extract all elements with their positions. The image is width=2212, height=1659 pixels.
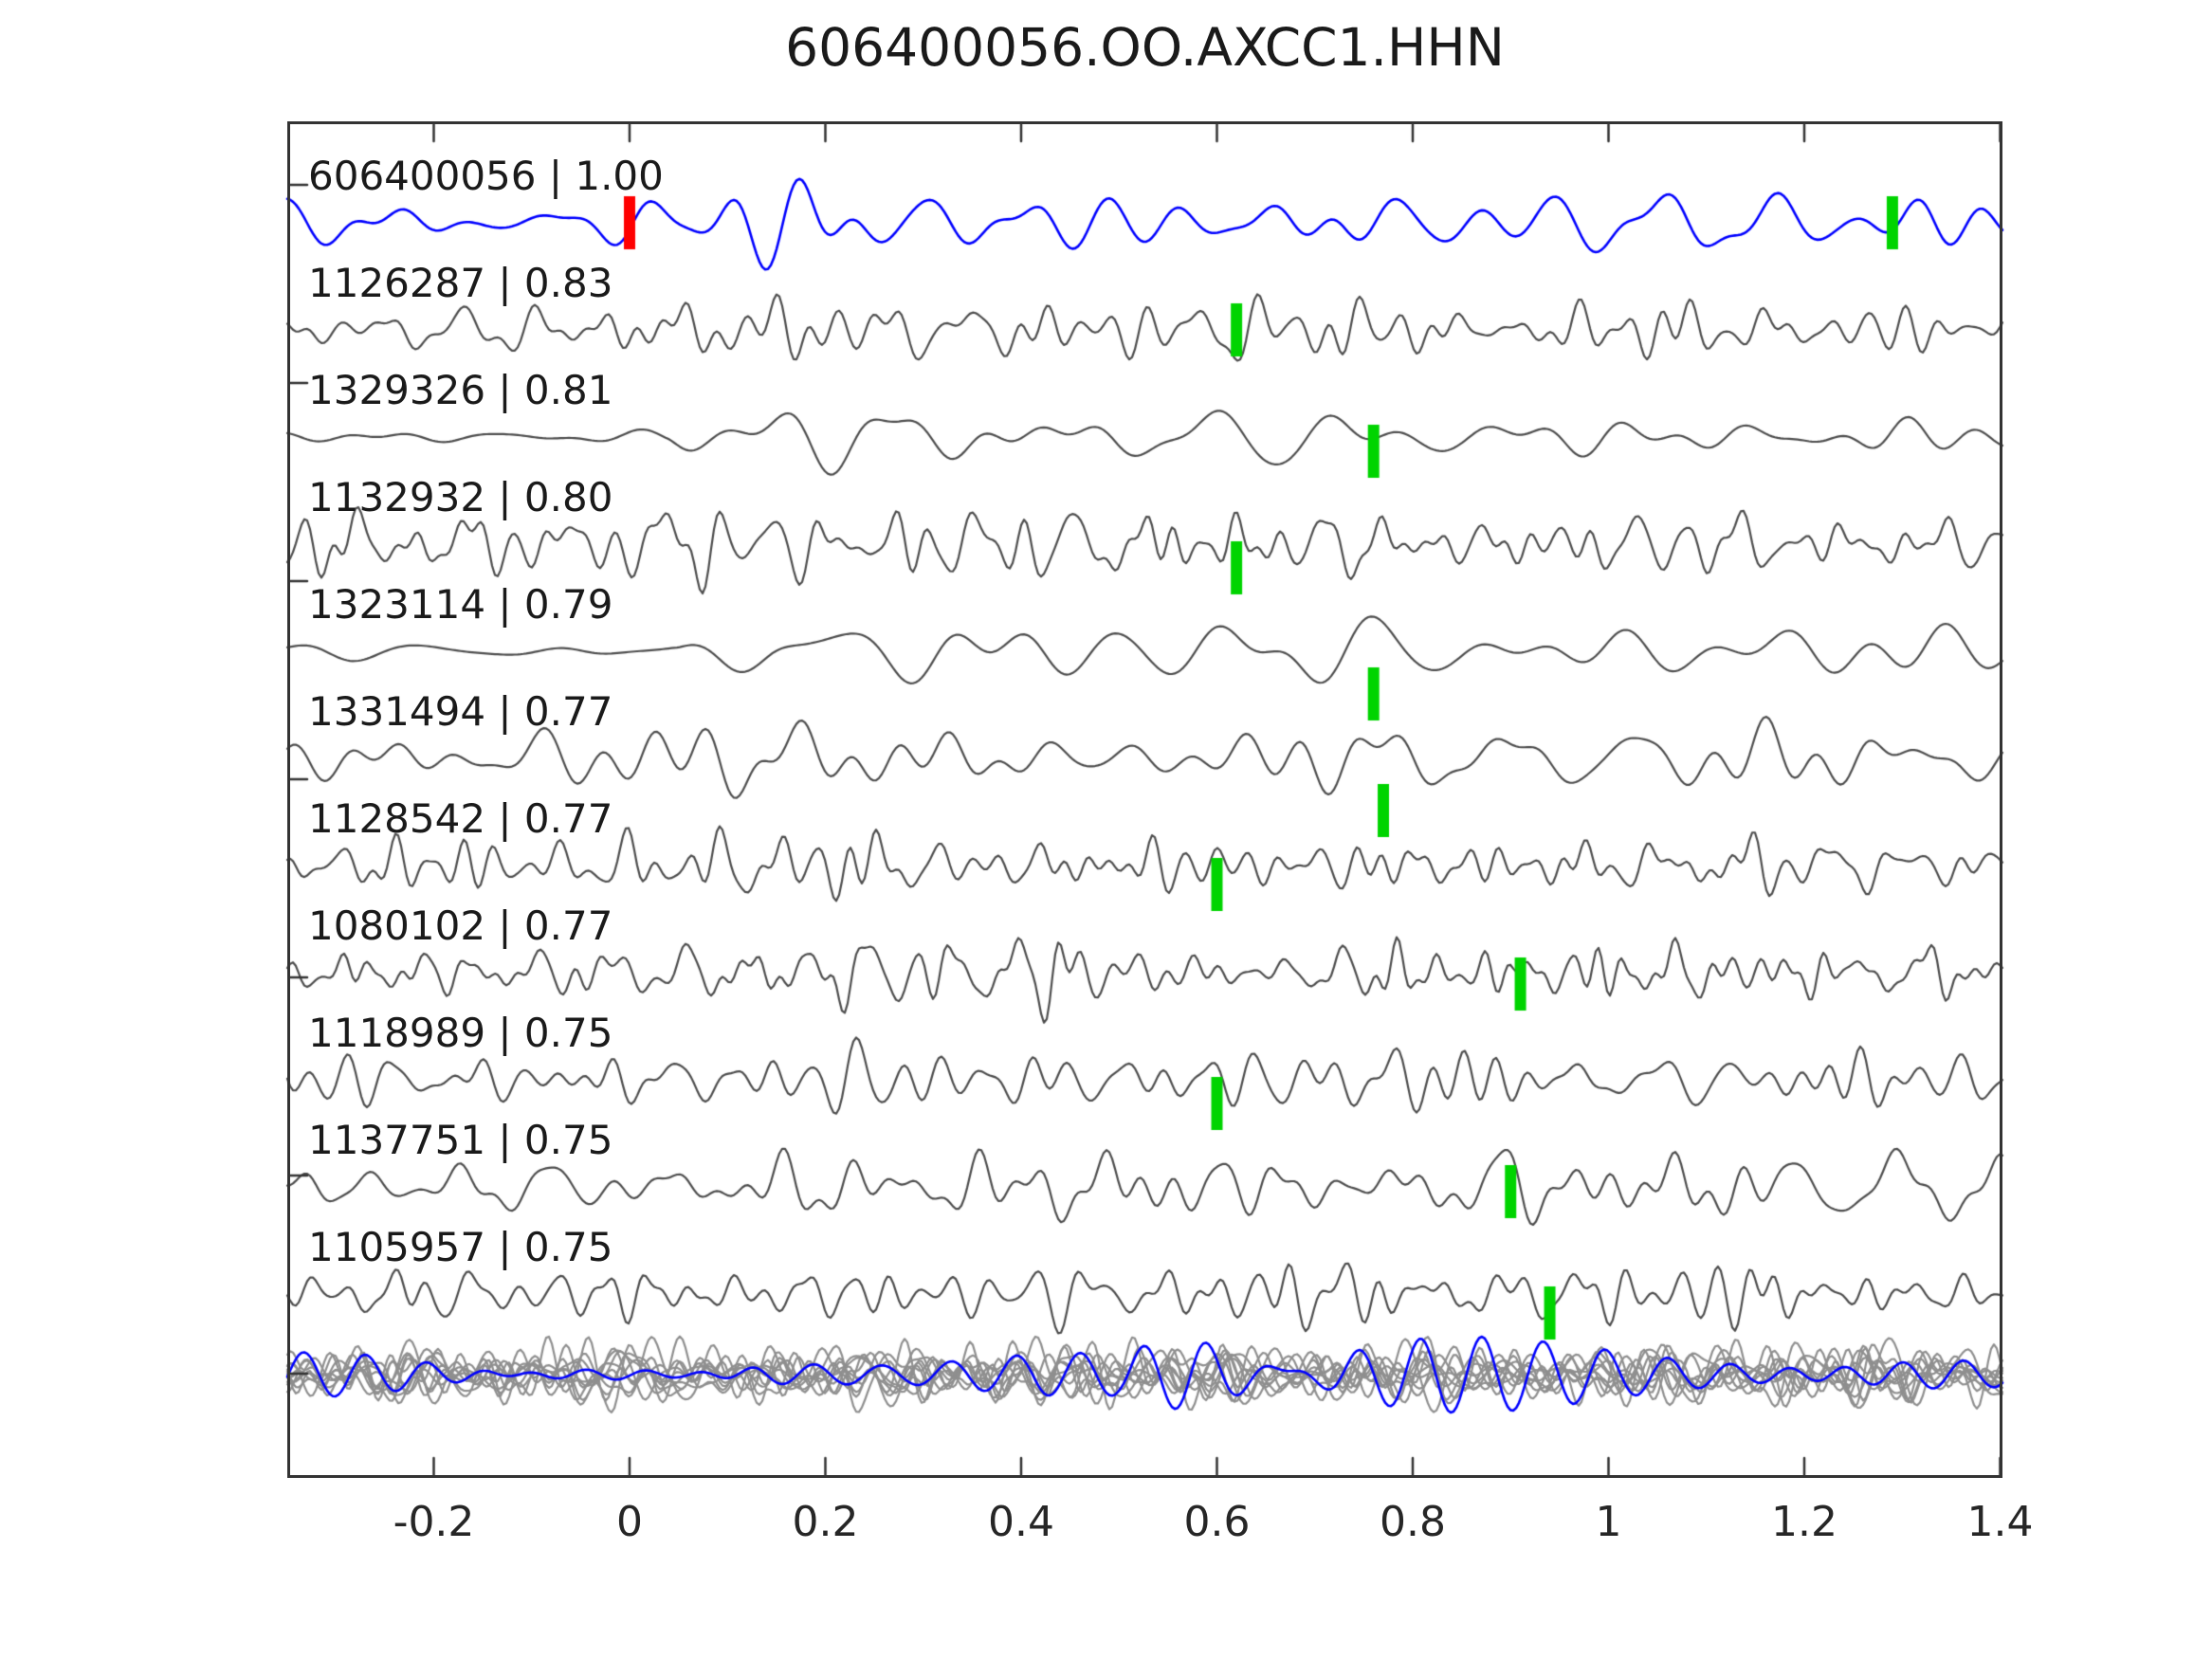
trace-label: 1137751 | 0.75 (308, 1117, 613, 1163)
trace-label: 1323114 | 0.79 (308, 581, 613, 628)
x-tick-label: 1 (1595, 1498, 1622, 1546)
x-tick-label: 1.2 (1771, 1498, 1837, 1546)
trace-label: 1105957 | 0.75 (308, 1224, 613, 1270)
trace-label: 1126287 | 0.83 (308, 260, 613, 306)
trace-label: 1080102 | 0.77 (308, 902, 613, 949)
x-tick-label: 0.8 (1380, 1498, 1446, 1546)
x-tick-label: 0 (616, 1498, 643, 1546)
x-tick-label: 1.4 (1966, 1498, 2034, 1546)
x-tick-label: 0.6 (1183, 1498, 1251, 1546)
trace-label: 1331494 | 0.77 (308, 688, 613, 735)
trace-label: 1329326 | 0.81 (308, 367, 613, 413)
trace-label: 606400056 | 1.00 (308, 153, 664, 199)
trace-label: 1128542 | 0.77 (308, 795, 613, 842)
x-tick-label: 0.4 (988, 1498, 1054, 1546)
trace-label: 1118989 | 0.75 (308, 1010, 613, 1056)
plot-area (287, 121, 2002, 1478)
chart-title: 606400056.OO.AXCC1.HHN (785, 17, 1505, 78)
x-tick-label: 0.2 (792, 1498, 859, 1546)
trace-label: 1132932 | 0.80 (308, 474, 613, 520)
x-tick-label: -0.2 (393, 1498, 475, 1546)
